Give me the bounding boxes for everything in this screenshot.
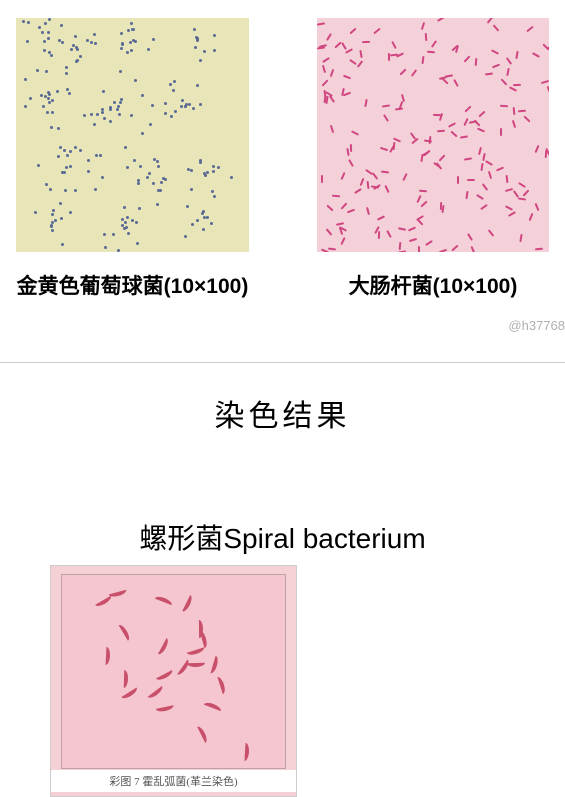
sub-title: 螺形菌Spiral bacterium (0, 517, 565, 557)
right-image-container: 大肠杆菌(10×100) (317, 18, 549, 300)
watermark: @h37768 (508, 318, 565, 333)
divider (0, 362, 565, 363)
left-image-container: 金黄色葡萄球菌(10×100) (16, 18, 249, 300)
staphylococcus-image (16, 18, 249, 252)
right-caption: 大肠杆菌(10×100) (349, 270, 518, 300)
spiral-bacterium-image: 彩图 7 霍乱弧菌(革兰染色) (50, 565, 297, 797)
section-title: 染色结果 (0, 391, 565, 435)
left-caption: 金黄色葡萄球菌(10×100) (17, 270, 249, 300)
bottom-caption: 彩图 7 霍乱弧菌(革兰染色) (51, 770, 296, 792)
spiral-image-inner (61, 574, 286, 769)
ecoli-image (317, 18, 549, 252)
